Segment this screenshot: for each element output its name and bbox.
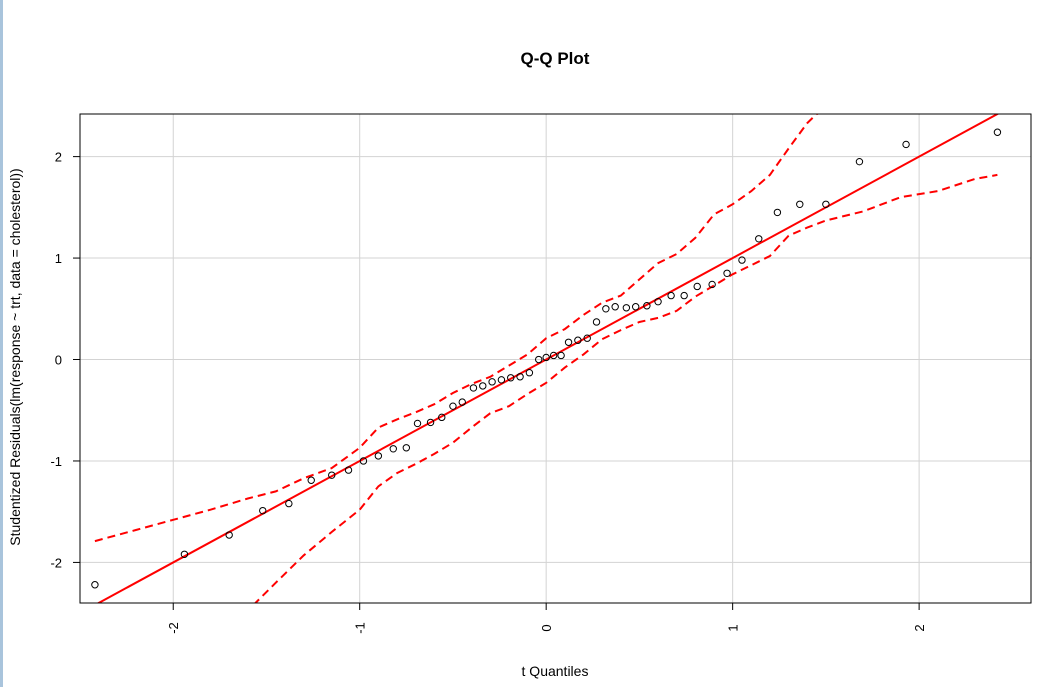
data-point bbox=[592, 318, 601, 326]
data-point bbox=[426, 418, 435, 427]
y-tick-label: 1 bbox=[55, 251, 62, 266]
data-point bbox=[413, 419, 422, 428]
y-tick-label: -1 bbox=[50, 454, 62, 469]
data-point bbox=[611, 303, 619, 311]
data-point bbox=[693, 282, 701, 291]
y-axis-label: Studentized Residuals(lm(response ~ trt,… bbox=[7, 168, 23, 545]
data-point bbox=[796, 200, 804, 208]
grid bbox=[80, 114, 1031, 603]
data-point bbox=[225, 531, 233, 539]
x-tick-label: -1 bbox=[353, 622, 368, 634]
data-point bbox=[549, 351, 558, 360]
data-point bbox=[389, 445, 397, 453]
data-point bbox=[542, 353, 550, 362]
chart-title: Q-Q Plot bbox=[521, 49, 590, 68]
confidence-envelope bbox=[94, 114, 998, 603]
data-point bbox=[307, 476, 315, 484]
data-point bbox=[708, 280, 716, 289]
x-axis-label: t Quantiles bbox=[522, 663, 589, 679]
y-axis: -2 -1 0 1 2 bbox=[50, 150, 80, 570]
data-point bbox=[557, 351, 565, 360]
data-point bbox=[654, 297, 662, 306]
data-point bbox=[259, 506, 267, 515]
data-point bbox=[855, 157, 864, 166]
window-edge bbox=[0, 0, 3, 687]
data-points bbox=[91, 128, 1002, 589]
data-point bbox=[516, 373, 524, 381]
data-point bbox=[755, 235, 763, 243]
envelope-upper bbox=[94, 114, 820, 543]
x-axis: -2 -1 0 1 2 bbox=[166, 603, 927, 634]
data-point bbox=[622, 304, 631, 312]
data-point bbox=[402, 444, 411, 452]
data-point bbox=[574, 336, 582, 344]
data-point bbox=[438, 413, 446, 422]
data-point bbox=[602, 305, 610, 313]
reference-line-group bbox=[96, 114, 1000, 603]
data-point bbox=[458, 398, 466, 406]
data-point bbox=[723, 269, 731, 277]
data-point bbox=[359, 457, 368, 465]
data-point bbox=[91, 581, 99, 589]
data-point bbox=[469, 384, 478, 392]
data-point bbox=[667, 291, 675, 300]
data-point bbox=[822, 200, 830, 208]
data-point bbox=[631, 303, 640, 311]
data-point bbox=[643, 302, 651, 310]
y-tick-label: -2 bbox=[50, 555, 62, 570]
data-point bbox=[180, 550, 189, 559]
data-point bbox=[488, 378, 496, 386]
data-point bbox=[902, 140, 910, 149]
data-point bbox=[535, 355, 543, 364]
x-tick-label: 1 bbox=[726, 624, 741, 631]
y-tick-label: 0 bbox=[55, 353, 62, 368]
data-point bbox=[344, 466, 353, 474]
x-tick-label: -2 bbox=[166, 622, 181, 634]
data-point bbox=[773, 208, 782, 217]
x-tick-label: 2 bbox=[912, 624, 927, 631]
data-point bbox=[449, 402, 457, 410]
data-point bbox=[497, 376, 506, 384]
envelope-lower bbox=[253, 173, 998, 603]
data-point bbox=[564, 338, 573, 346]
data-point bbox=[680, 291, 688, 300]
data-point bbox=[525, 369, 534, 377]
data-point bbox=[479, 382, 487, 390]
x-tick-label: 0 bbox=[539, 624, 554, 631]
data-point bbox=[328, 471, 336, 479]
data-point bbox=[285, 499, 293, 508]
plot-frame bbox=[79, 113, 1032, 604]
data-point bbox=[738, 256, 746, 264]
y-tick-label: 2 bbox=[55, 150, 62, 165]
data-point bbox=[374, 452, 383, 460]
data-point bbox=[507, 374, 515, 382]
reference-line bbox=[96, 114, 1000, 603]
data-point bbox=[583, 334, 591, 342]
data-point bbox=[993, 128, 1002, 136]
